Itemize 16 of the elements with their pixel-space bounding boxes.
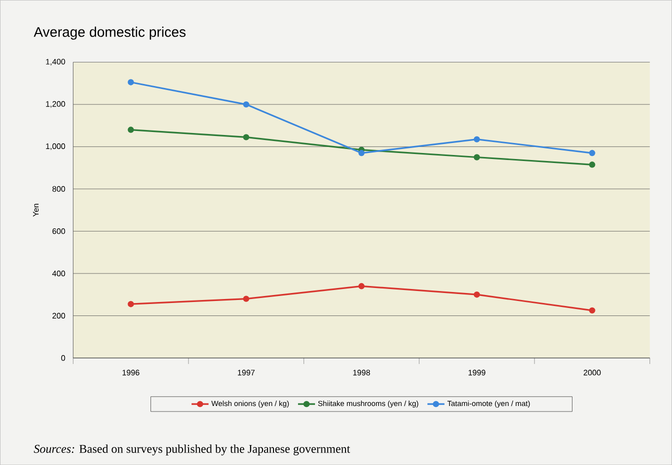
point (128, 300, 134, 308)
point (128, 126, 134, 133)
point (589, 307, 596, 314)
point (474, 154, 480, 160)
point (128, 79, 134, 86)
point (243, 134, 250, 140)
point (589, 161, 596, 168)
point (358, 282, 365, 290)
point (474, 136, 480, 142)
point (243, 296, 250, 302)
point (358, 150, 365, 156)
chart-title: Average domestic prices (34, 26, 186, 40)
point (243, 101, 250, 108)
point (474, 291, 480, 298)
text: Sources: Based on surveys published by the Japanese government (34, 444, 350, 456)
point (589, 150, 596, 156)
